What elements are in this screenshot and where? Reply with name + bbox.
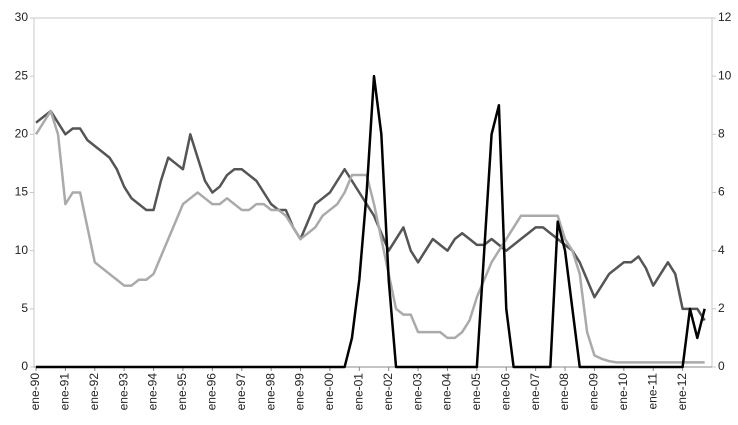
x-tick-label: ene-99 [293,373,307,411]
y2-tick-label: 6 [718,185,725,199]
x-tick-label: ene-93 [116,373,130,411]
x-tick-label: ene-97 [234,373,248,411]
y-tick-label: 25 [15,68,29,82]
y2-tick-label: 2 [718,301,725,315]
x-tick-label: ene-08 [557,373,571,411]
y-tick-label: 30 [15,10,29,24]
x-tick-label: ene-96 [205,373,219,411]
x-tick-label: ene-90 [28,373,42,411]
x-tick-label: ene-06 [498,373,512,411]
y2-tick-label: 10 [718,68,732,82]
x-tick-label: ene-07 [528,373,542,411]
x-tick-label: ene-02 [381,373,395,411]
x-tick-label: ene-12 [675,373,689,411]
x-tick-label: ene-95 [175,373,189,411]
y-tick-label: 15 [15,185,29,199]
series-line [34,109,705,364]
x-tick-label: ene-04 [440,373,454,411]
series-line [35,109,706,322]
y2-tick-label: 4 [718,243,725,257]
y2-tick-label: 8 [718,127,725,141]
y2-tick-label: 12 [718,10,732,24]
y2-tick-label: 0 [718,359,725,373]
x-tick-label: ene-11 [645,373,659,410]
x-tick-label: ene-91 [58,373,72,411]
x-tick-label: ene-05 [469,373,483,411]
plot-frame [33,17,713,368]
x-tick-label: ene-94 [146,373,160,411]
y-tick-label: 5 [21,301,28,315]
series-line [36,74,706,369]
x-tick-label: ene-00 [322,373,336,411]
x-tick-label: ene-92 [87,373,101,411]
x-tick-label: ene-03 [410,373,424,411]
y-tick-label: 0 [21,359,28,373]
x-tick-label: ene-98 [263,373,277,411]
y-tick-label: 10 [15,243,29,257]
x-tick-label: ene-09 [587,373,601,411]
x-tick-label: ene-01 [351,373,365,411]
x-tick-label: ene-10 [616,373,630,411]
y-tick-label: 20 [15,127,29,141]
